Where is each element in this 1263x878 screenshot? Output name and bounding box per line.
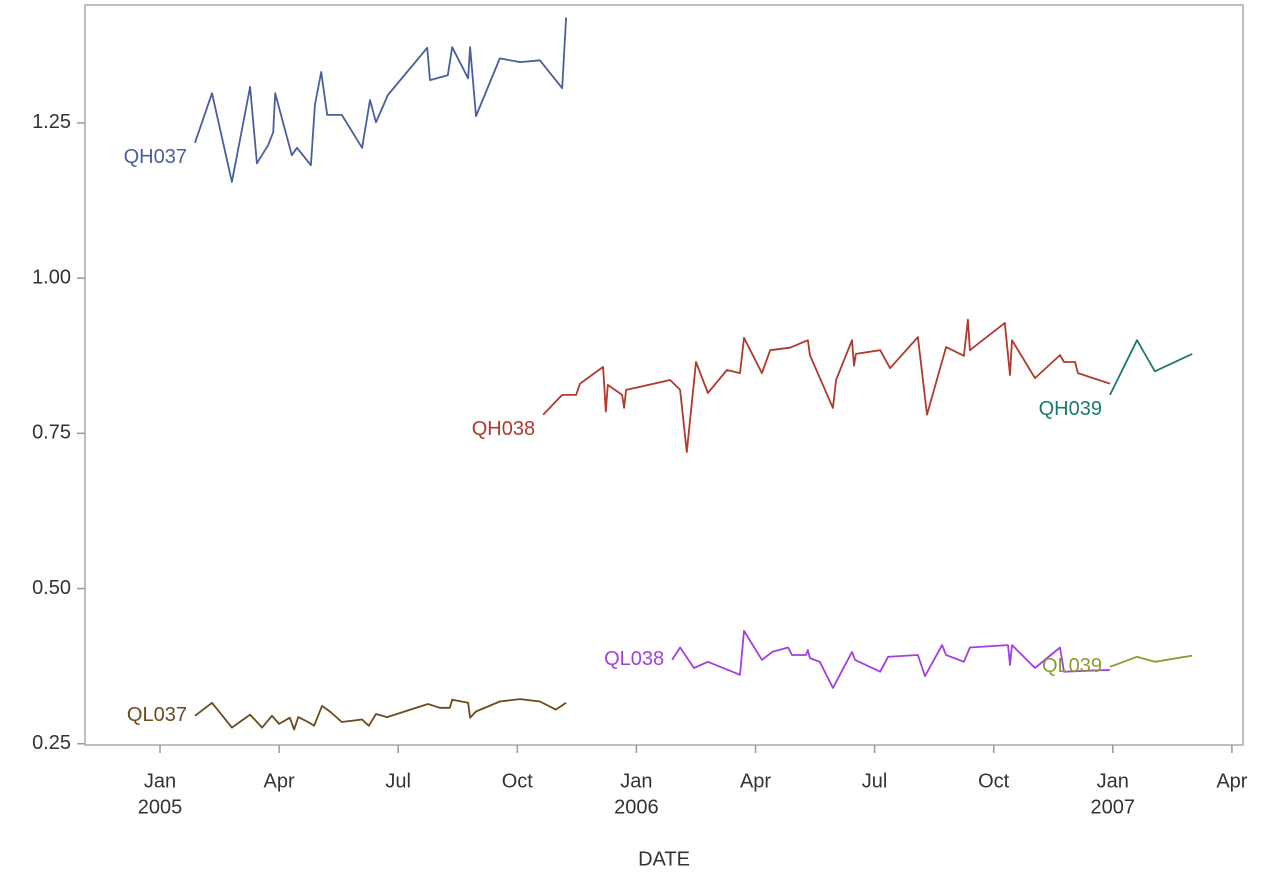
series-label: QL037 <box>127 704 187 726</box>
x-tick-label: Jan <box>620 770 652 792</box>
x-tick-label: 2006 <box>614 796 659 818</box>
series-line <box>542 318 1111 453</box>
y-tick-label: 0.25 <box>32 732 71 754</box>
x-tick-label: Apr <box>1216 770 1247 792</box>
x-tick-label: Jan <box>1097 770 1129 792</box>
x-tick-label: 2007 <box>1091 796 1136 818</box>
series-label: QL039 <box>1042 655 1102 677</box>
x-tick-label: 2005 <box>138 796 183 818</box>
y-tick-label: 0.75 <box>32 422 71 444</box>
y-tick-label: 0.50 <box>32 577 71 599</box>
series-label: QL038 <box>604 648 664 670</box>
x-axis-label: DATE <box>638 848 690 870</box>
series-line <box>671 629 1111 689</box>
x-tick-label: Oct <box>978 770 1010 792</box>
series-line <box>1109 654 1193 668</box>
series-line <box>194 698 567 731</box>
x-tick-label: Jul <box>385 770 411 792</box>
series-line <box>1109 339 1193 396</box>
y-tick-label: 1.25 <box>32 111 71 133</box>
x-tick-label: Oct <box>502 770 534 792</box>
series-label: QH038 <box>472 418 535 440</box>
plot-frame <box>84 4 1244 746</box>
series-line <box>194 17 567 183</box>
x-tick-label: Apr <box>740 770 771 792</box>
series-label: QH037 <box>124 146 187 168</box>
x-tick-label: Jul <box>862 770 888 792</box>
series-label: QH039 <box>1039 398 1102 420</box>
x-tick-label: Apr <box>264 770 295 792</box>
x-tick-label: Jan <box>144 770 176 792</box>
y-tick-label: 1.00 <box>32 266 71 288</box>
